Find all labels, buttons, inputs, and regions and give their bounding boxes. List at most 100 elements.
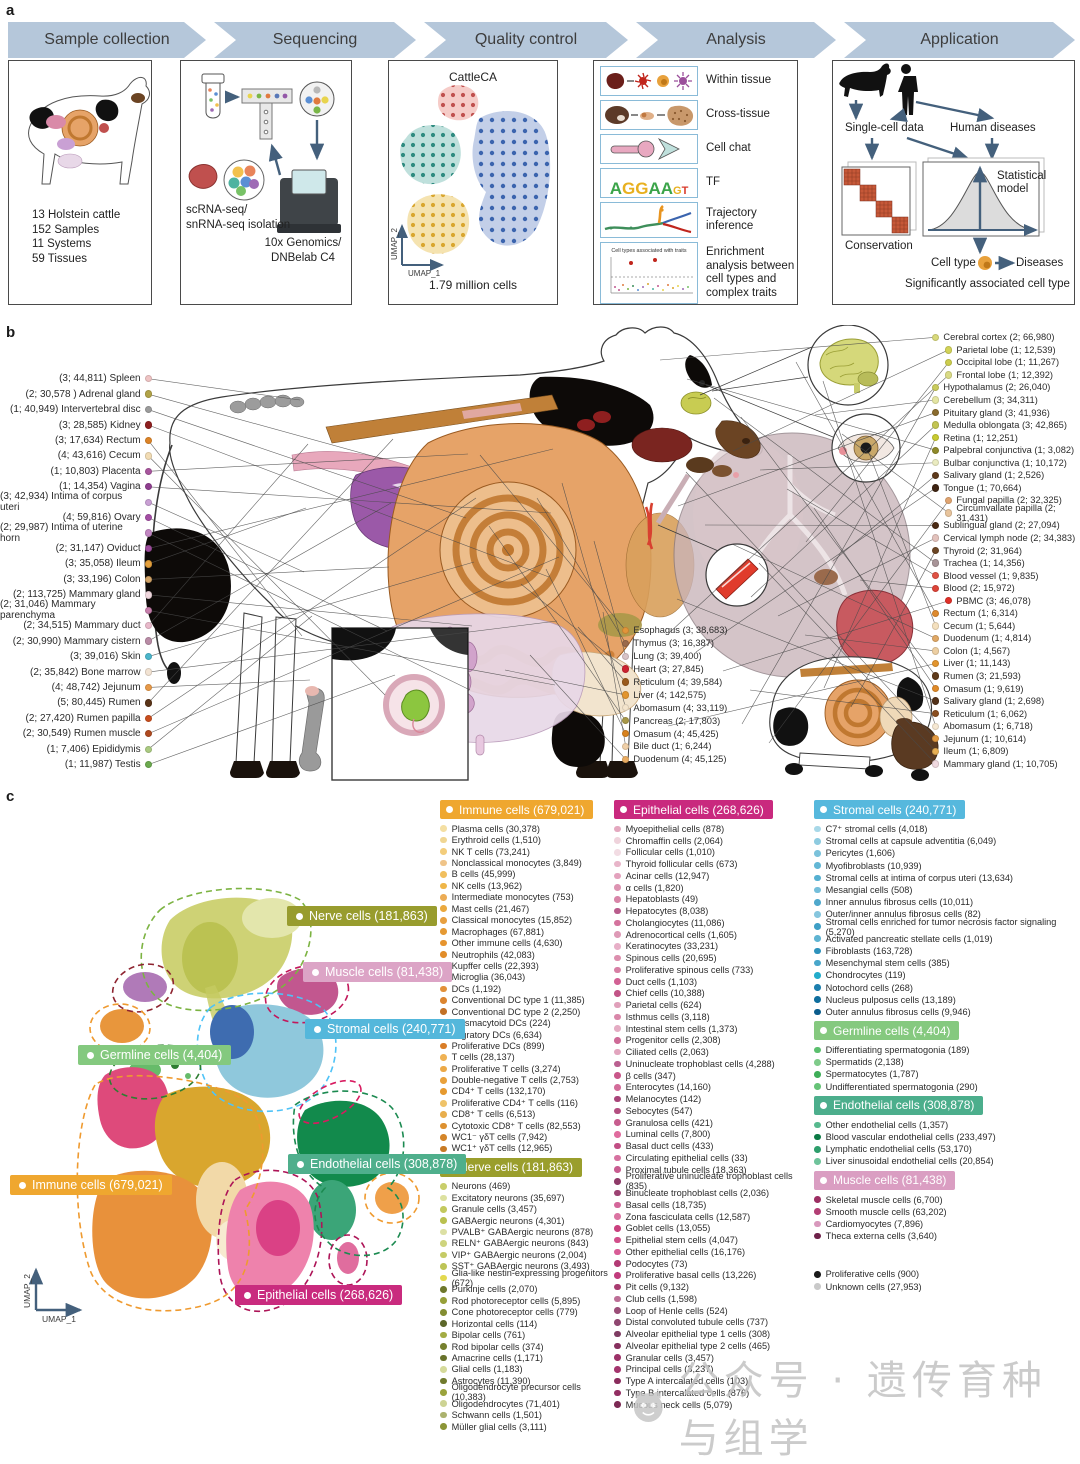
thymus (814, 569, 838, 585)
legend-row: Oligodendrocytes (71,401) (440, 1398, 616, 1409)
tissue-label: Parietal lobe (1; 12,539) (932, 344, 1080, 357)
tissue-list-middle: Esophagus (3; 38,683) Thymus (3; 16,387)… (622, 624, 792, 766)
tissue-dot (622, 691, 629, 698)
legend-dot (614, 1190, 621, 1197)
tissue-label: Occipital lobe (1; 11,267) (932, 356, 1080, 369)
tissue-label: Hypothalamus (2; 26,040) (932, 381, 1080, 394)
legend-dot (440, 1332, 447, 1339)
legend-row: Amacrine cells (1,171) (440, 1352, 616, 1363)
tissue-label: (2; 31,147) Oviduct (0, 541, 152, 556)
legend-row: CD8⁺ T cells (6,513) (440, 1109, 616, 1120)
analysis-label: TF (706, 176, 720, 190)
legend-row: Mesenchymal stem cells (385) (814, 957, 1080, 969)
legend-dot (440, 1123, 447, 1130)
within-tissue-thumbnail (600, 66, 698, 96)
legend-dot (440, 917, 447, 924)
orange-cluster-right (375, 1182, 409, 1214)
legend-dot (614, 1390, 621, 1397)
legend-row: Proliferative DCs (899) (440, 1040, 616, 1051)
qc-axis-y: UMAP_2 (390, 227, 399, 260)
legend-dot (440, 883, 447, 890)
legend-dot (614, 1237, 621, 1244)
tissue-dot (145, 560, 152, 567)
tissue-label: Palpebral conjunctiva (1; 3,082) (932, 444, 1080, 457)
legend-row: Endothelial cells (308,878) (814, 1096, 983, 1115)
analysis-row-within-tissue: Within tissue (600, 66, 796, 96)
tissue-dot (145, 406, 152, 413)
legend-row: Luminal cells (7,800) (614, 1129, 816, 1141)
tissue-dot (932, 710, 939, 717)
legend-dot (440, 1054, 447, 1061)
legend-dot (440, 986, 447, 993)
panel-a-label: a (6, 2, 14, 19)
legend-row: Other epithelial cells (16,176) (614, 1246, 816, 1258)
legend-row: Spinous cells (20,695) (614, 952, 816, 964)
watermark-text: 公众号 · 遗传育种与组学 (679, 1348, 1080, 1464)
tissue-dot (622, 665, 629, 672)
legend-row: Myoepithelial cells (878) (614, 823, 816, 835)
cross-tissue-thumbnail (600, 100, 698, 130)
tissue-label: Reticulum (4; 39,584) (622, 676, 792, 689)
legend-dot (614, 1296, 621, 1303)
legend-dot (440, 928, 447, 935)
tissue-label: Blood (2; 15,972) (932, 582, 1080, 595)
analysis-row-cross-tissue: Cross-tissue (600, 100, 796, 130)
legend-dot (440, 1077, 447, 1084)
tissue-dot (945, 371, 952, 378)
cluster-red (438, 85, 478, 120)
legend-dot (614, 1037, 621, 1044)
legend-dot (614, 1178, 621, 1185)
legend-dot (614, 1272, 621, 1279)
legend-row: Epithelial cells (268,626) (614, 800, 773, 819)
legend-row: Microglia (36,043) (440, 972, 616, 983)
tissue-label: Liver (4; 142,575) (622, 688, 792, 701)
tissue-dot (932, 559, 939, 566)
legend-dot (440, 837, 447, 844)
legend-dot (440, 1263, 447, 1270)
legend-dot (614, 1284, 621, 1291)
tissue-dot (622, 678, 629, 685)
legend-row: Circulating epithelial cells (33) (614, 1152, 816, 1164)
legend-row: WC1⁻ γδT cells (7,942) (440, 1132, 616, 1143)
legend-row: Granule cells (3,457) (440, 1204, 616, 1215)
tissue-dot (932, 472, 939, 479)
tissue-dot (622, 640, 629, 647)
legend-dot (440, 1389, 447, 1396)
legend-dot (446, 806, 453, 813)
legend-row: Bipolar cells (761) (440, 1329, 616, 1340)
tissue-dot (145, 529, 152, 536)
legend-row: Stromal cells (240,771) (814, 800, 965, 819)
legend-row: GABAergic neurons (4,301) (440, 1215, 616, 1226)
umap-label-endothelial: Endothelial cells (308,878) (288, 1154, 466, 1174)
legend-dot (440, 1146, 447, 1153)
analysis-label: Cross-tissue (706, 108, 770, 122)
watermark: 公众号 · 遗传育种与组学 (630, 1348, 1080, 1464)
legend-row: Nonclassical monocytes (3,849) (440, 857, 616, 868)
legend-dot (440, 1400, 447, 1407)
tissue-dot (945, 509, 952, 516)
legend-dot (614, 978, 621, 985)
legend-dot (814, 862, 821, 869)
legend-dot (614, 1202, 621, 1209)
tissue-dot (145, 699, 152, 706)
tissue-dot (932, 672, 939, 679)
tissue-label: (2; 30,578 ) Adrenal gland (0, 386, 152, 401)
tissue-label: Duodenum (1; 4,814) (932, 632, 1080, 645)
tissue-label: Pituitary gland (3; 41,936) (932, 406, 1080, 419)
umap-label-muscle: Muscle cells (81,438) (303, 962, 452, 982)
tissue-label: Omasum (4; 45,425) (622, 727, 792, 740)
legend-row: Proliferative uninucleate trophoblast ce… (614, 1176, 816, 1188)
statistical-model-label: Statistical model (997, 170, 1046, 196)
tissue-dot (622, 756, 629, 763)
eye (699, 380, 705, 386)
stat-systems: 11 Systems (32, 237, 120, 252)
legend-row: B cells (45,999) (440, 869, 616, 880)
legend-row: Undifferentiated spermatogonia (290) (814, 1081, 1080, 1093)
tissue-label: (3; 33,196) Colon (0, 572, 152, 587)
umap-label-nerve: Nerve cells (181,863) (287, 906, 437, 926)
umap-scatter (10, 880, 440, 1320)
legend-dot (440, 1195, 447, 1202)
tissue-label: (2; 35,842) Bone marrow (0, 664, 152, 679)
legend-dot (440, 1309, 447, 1316)
